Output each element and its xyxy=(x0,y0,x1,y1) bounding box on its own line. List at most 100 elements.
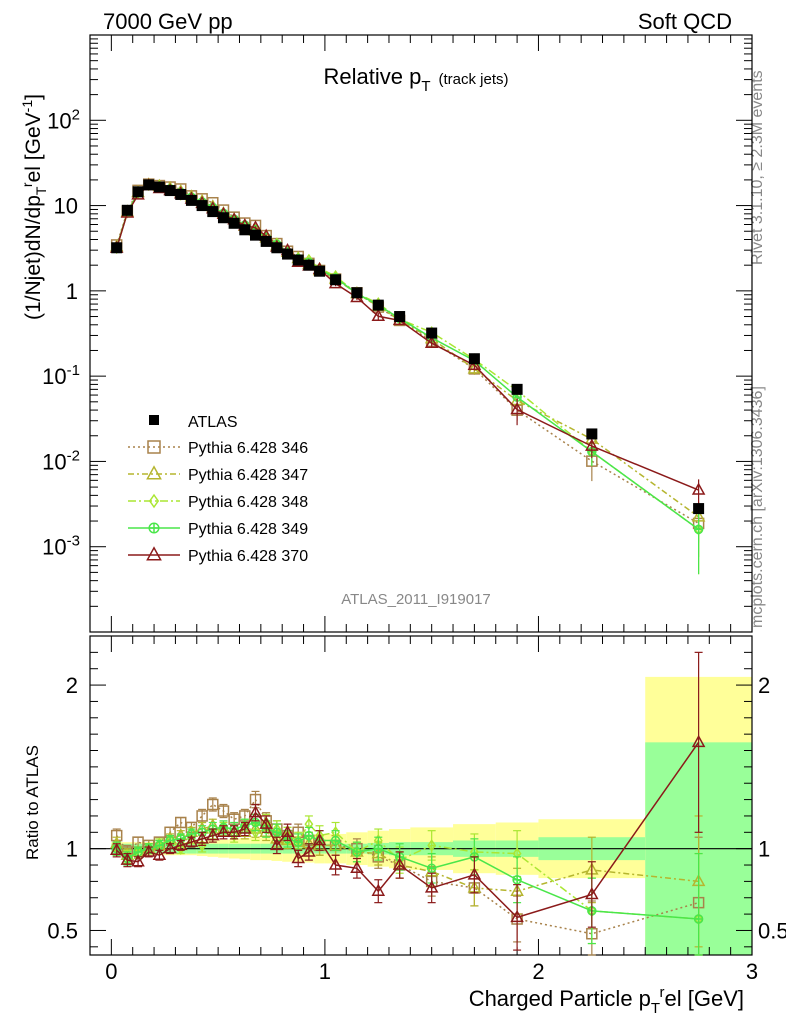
x-tick-label: 0 xyxy=(105,959,117,984)
y-tick-label: 10-2 xyxy=(42,447,80,474)
series-point-ratio xyxy=(206,828,220,841)
series-point-ratio xyxy=(585,886,599,900)
atlas-data-point xyxy=(132,186,144,198)
series-point-ratio xyxy=(467,867,482,880)
y-tick-label: 10-1 xyxy=(42,362,80,389)
series-point-ratio xyxy=(280,824,295,838)
atlas-data-point xyxy=(314,265,326,277)
atlas-data-point xyxy=(228,217,240,229)
series-point-main xyxy=(424,335,439,348)
series-point-ratio xyxy=(424,880,439,893)
series-point-ratio xyxy=(152,847,167,860)
series-point-ratio xyxy=(163,841,177,854)
atlas-data-point xyxy=(271,242,283,254)
legend-marker xyxy=(146,546,162,561)
series-point-ratio xyxy=(352,847,362,857)
series-point-ratio xyxy=(184,834,199,847)
series-point-ratio-cross xyxy=(294,838,303,847)
series-point-ratio xyxy=(217,805,230,817)
series-point-ratio xyxy=(392,857,407,870)
side-label-top: Rivet 3.1.10, ≥ 2.3M events xyxy=(749,70,766,265)
legend-label: Pythia 6.428 347 xyxy=(188,467,308,484)
series-point-ratio xyxy=(259,816,273,829)
series-point-ratio xyxy=(176,842,186,855)
series-point-ratio xyxy=(227,824,241,838)
x-tick-label: 1 xyxy=(319,959,331,984)
series-point-main xyxy=(691,482,706,495)
series-point-ratio xyxy=(371,883,386,896)
series-point-ratio xyxy=(109,842,124,856)
series-point-ratio xyxy=(350,860,364,874)
series-point-ratio xyxy=(510,909,524,923)
series-point-ratio xyxy=(427,839,437,852)
series-point-ratio xyxy=(302,844,316,857)
series-point-main xyxy=(585,438,599,451)
series-point-ratio xyxy=(120,852,135,865)
atlas-data-point xyxy=(153,181,165,193)
main-plot-frame xyxy=(89,34,753,633)
series-point-ratio xyxy=(173,837,188,851)
series-point-ratio xyxy=(312,832,327,846)
atlas-data-point xyxy=(260,235,272,247)
series-point-ratio xyxy=(272,827,282,838)
series-point-ratio xyxy=(328,857,343,870)
atlas-data-point xyxy=(394,311,406,323)
atlas-data-point xyxy=(207,206,219,218)
series-point-ratio xyxy=(195,831,209,844)
atlas-data-point xyxy=(239,224,251,236)
series-point-ratio xyxy=(512,874,522,885)
atlas-data-point xyxy=(426,327,438,339)
atlas-data-point xyxy=(164,185,176,197)
legend-marker xyxy=(148,522,160,534)
ratio-y-axis-label: Ratio to ATLAS xyxy=(23,745,42,860)
series-point-ratio xyxy=(693,914,704,924)
legend-marker xyxy=(148,493,160,509)
x-tick-label: 2 xyxy=(532,959,544,984)
y-tick-label: 10 xyxy=(54,194,78,219)
header-left: 7000 GeV pp xyxy=(103,9,233,34)
atlas-data-point xyxy=(250,229,261,241)
atlas-data-point xyxy=(217,212,229,224)
atlas-data-point xyxy=(121,204,133,216)
atlas-data-point xyxy=(282,248,294,260)
series-point-ratio xyxy=(691,734,706,748)
atlas-data-point xyxy=(586,428,598,440)
series-point-ratio-cross xyxy=(331,836,340,845)
series-line-main xyxy=(115,184,700,531)
atlas-data-point xyxy=(351,287,363,299)
series-point-ratio xyxy=(238,824,252,838)
analysis-id: ATLAS_2011_I919017 xyxy=(341,591,491,608)
atlas-data-point xyxy=(330,274,342,286)
series-point-ratio xyxy=(248,805,263,818)
series-point-ratio-cross xyxy=(272,828,281,837)
atlas-data-point xyxy=(372,299,384,311)
y-tick-label: 102 xyxy=(47,106,80,133)
atlas-data-point xyxy=(511,383,523,395)
legend-label: Pythia 6.428 346 xyxy=(188,440,308,457)
y-tick-label: 1 xyxy=(66,279,78,304)
series-point-ratio xyxy=(196,810,208,822)
atlas-data-point xyxy=(185,194,197,206)
ratio-tick-label-right: 1 xyxy=(758,837,770,862)
atlas-data-point xyxy=(175,188,187,200)
series-point-ratio xyxy=(131,854,145,867)
series-point-ratio xyxy=(270,837,284,851)
legend-label: Pythia 6.428 348 xyxy=(188,494,308,511)
legend-marker-cross xyxy=(149,523,159,533)
legend: ATLAS Pythia 6.428 346 Pythia 6.428 347 Pyt… xyxy=(128,414,308,565)
series-point-ratio-cross xyxy=(513,875,522,884)
atlas-data-point xyxy=(468,353,480,365)
ratio-plot-frame xyxy=(89,635,753,956)
legend-marker xyxy=(146,465,162,480)
series-point-ratio xyxy=(330,835,341,846)
legend-marker xyxy=(147,440,161,454)
chart-title: Relative pT (track jets) xyxy=(323,64,508,95)
series-point-ratio-cross xyxy=(352,847,361,856)
series-point-main xyxy=(371,308,386,322)
ratio-tick-label: 2 xyxy=(66,673,78,698)
series-point-ratio xyxy=(141,844,156,857)
ratio-tick-label-right: 0.5 xyxy=(758,918,786,943)
y-axis-label: (1/Njet)dN/dpTrel [GeV-1] xyxy=(19,94,49,320)
series-point-ratio xyxy=(291,850,305,864)
